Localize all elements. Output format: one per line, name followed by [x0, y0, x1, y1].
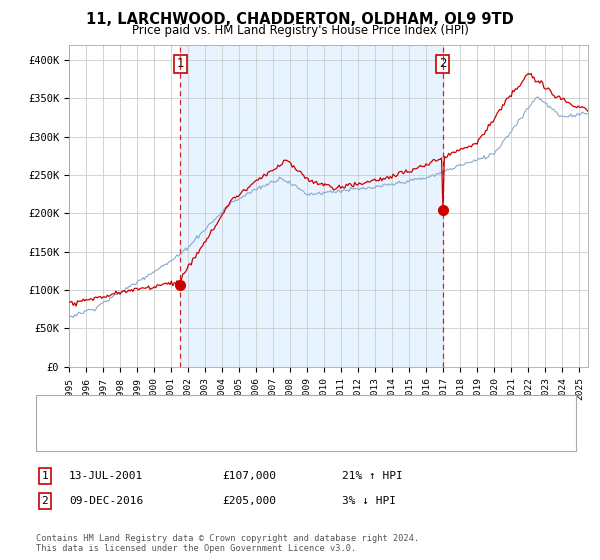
Text: 3% ↓ HPI: 3% ↓ HPI	[342, 496, 396, 506]
Text: Price paid vs. HM Land Registry's House Price Index (HPI): Price paid vs. HM Land Registry's House …	[131, 24, 469, 37]
Text: 11, LARCHWOOD, CHADDERTON, OLDHAM, OL9 9TD: 11, LARCHWOOD, CHADDERTON, OLDHAM, OL9 9…	[86, 12, 514, 27]
Text: 21% ↑ HPI: 21% ↑ HPI	[342, 471, 403, 481]
Text: 13-JUL-2001: 13-JUL-2001	[69, 471, 143, 481]
Text: 2: 2	[439, 58, 446, 71]
Bar	[180, 45, 443, 367]
Text: 1: 1	[176, 58, 184, 71]
Text: Contains HM Land Registry data © Crown copyright and database right 2024.
This d: Contains HM Land Registry data © Crown c…	[36, 534, 419, 553]
Text: HPI: Average price, detached house, Oldham: HPI: Average price, detached house, Oldh…	[105, 430, 357, 440]
Text: £205,000: £205,000	[222, 496, 276, 506]
Text: 11, LARCHWOOD, CHADDERTON, OLDHAM, OL9 9TD (detached house): 11, LARCHWOOD, CHADDERTON, OLDHAM, OL9 9…	[105, 405, 459, 416]
Text: 2: 2	[41, 496, 49, 506]
Text: 09-DEC-2016: 09-DEC-2016	[69, 496, 143, 506]
Text: £107,000: £107,000	[222, 471, 276, 481]
Text: 1: 1	[41, 471, 49, 481]
